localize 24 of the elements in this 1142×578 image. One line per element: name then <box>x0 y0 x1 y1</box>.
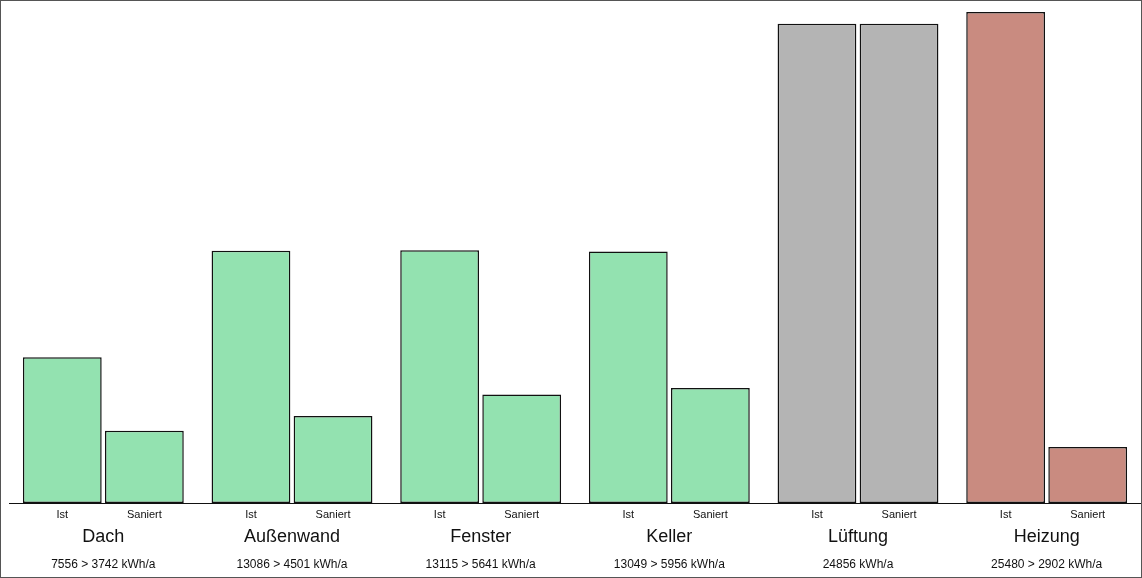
text: Ist <box>811 508 823 521</box>
text: Saniert <box>692 508 728 521</box>
text: Saniert <box>315 508 351 521</box>
text: 24856 kWh/a <box>822 557 894 572</box>
x-tick-label: Keller <box>646 525 693 546</box>
text: 25480 > 2902 kWh/a <box>991 557 1103 572</box>
series-label: Ist <box>56 508 69 521</box>
text: Saniert <box>1070 508 1106 521</box>
text: 7556 > 3742 kWh/a <box>51 557 156 572</box>
x-tick-label: Fenster <box>450 525 512 546</box>
x-tick-label: Heizung <box>1013 525 1080 546</box>
text: 13115 > 5641 kWh/a <box>425 557 537 572</box>
x-tick-label: Dach <box>82 525 125 546</box>
text: Ist <box>245 508 257 521</box>
text: 13086 > 4501 kWh/a <box>236 557 348 572</box>
text: Ist <box>999 508 1012 521</box>
text: Saniert <box>881 508 917 521</box>
x-tick-label: Lüftung <box>827 525 889 546</box>
text: 13049 > 5956 kWh/a <box>613 557 726 572</box>
series-label: Saniert <box>126 508 162 521</box>
text: Ist <box>433 508 446 521</box>
text: Saniert <box>504 508 540 521</box>
text: Ist <box>622 508 635 521</box>
x-tick-label: Außenwand <box>243 525 341 546</box>
